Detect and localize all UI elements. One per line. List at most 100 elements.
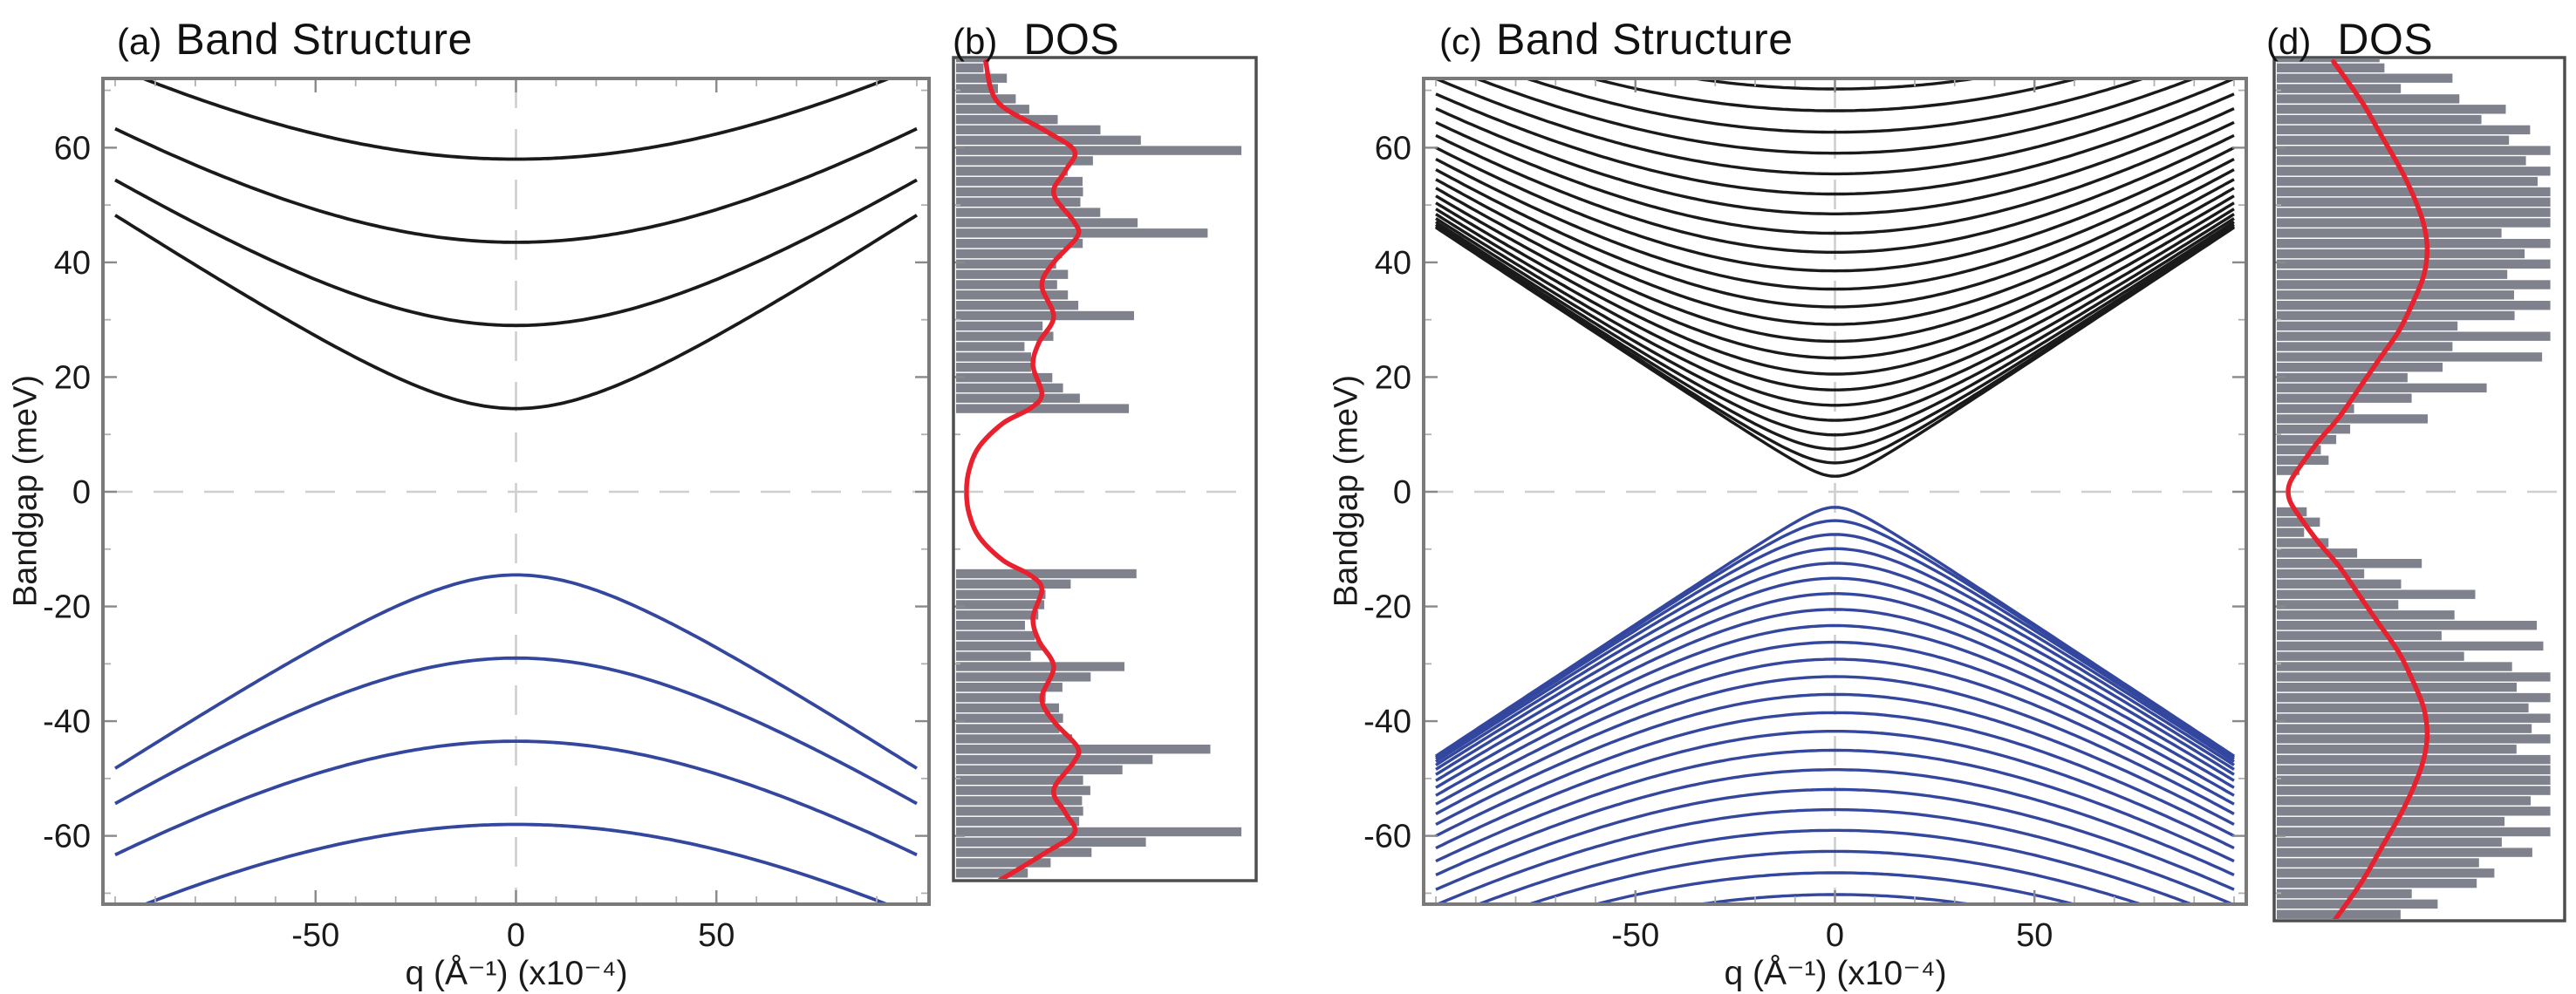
y-tick-label: 40 <box>1375 245 1411 282</box>
valence-band <box>1435 608 2235 782</box>
panel-c-ylabel: Bandgap (meV) <box>1328 374 1365 608</box>
dos-smoothed-curve <box>964 59 1082 879</box>
dos-bar <box>956 146 1242 155</box>
dos-bar <box>2277 775 2551 785</box>
dos-bar <box>2277 248 2525 259</box>
panel-a-bands <box>113 80 919 902</box>
conduction-band <box>1593 80 2077 112</box>
conduction-band <box>1435 80 2235 176</box>
valence-band <box>1435 533 2235 760</box>
dos-bar <box>2277 713 2551 723</box>
conduction-band <box>1435 178 2235 326</box>
conduction-band <box>114 178 918 328</box>
valence-band <box>1479 828 2191 902</box>
panel-a-plot <box>105 80 927 902</box>
dos-bar <box>2277 393 2412 403</box>
dos-bar <box>956 208 1101 217</box>
dos-bar <box>956 610 1039 620</box>
conduction-band <box>1527 80 2143 134</box>
dos-bar <box>956 280 1057 289</box>
dos-bar <box>2277 94 2460 104</box>
valence-band <box>1435 623 2235 789</box>
dos-bar <box>956 807 1083 816</box>
valence-band <box>114 739 918 857</box>
dos-bar <box>2277 600 2399 609</box>
panel-a-label: (a) <box>117 21 162 62</box>
dos-bar <box>956 342 1025 351</box>
conduction-band <box>1435 194 2235 360</box>
dos-bar <box>956 878 994 879</box>
valence-band <box>1529 849 2141 902</box>
dos-bar <box>2277 734 2551 744</box>
valence-band <box>1435 711 2235 838</box>
valence-band <box>1435 657 2235 806</box>
dos-bar <box>2277 837 2502 847</box>
conduction-band <box>1435 221 2235 437</box>
y-tick-label: 0 <box>1393 474 1411 511</box>
dos-bar <box>956 703 1059 713</box>
dos-bar <box>956 84 998 93</box>
conduction-band <box>1476 80 2194 155</box>
dos-bar <box>2277 434 2337 445</box>
conduction-band <box>114 126 918 244</box>
x-tick-label: -50 <box>291 917 339 954</box>
dos-bar <box>2277 827 2551 837</box>
panel-c-plot <box>1425 80 2245 902</box>
conduction-band <box>1435 146 2235 273</box>
dos-bar <box>956 331 1054 341</box>
y-tick-label: -20 <box>43 589 91 626</box>
dos-bar <box>2277 507 2307 517</box>
dos-bar <box>956 259 1056 269</box>
panel-a-tick-labels: -50 0 50 60 40 20 0 -20 -40 -60 <box>43 130 735 954</box>
dos-bar <box>2277 517 2320 527</box>
dos-bar <box>2277 208 2551 217</box>
dos-bar <box>2277 280 2551 289</box>
dos-bar <box>956 734 1072 744</box>
dos-bar <box>956 641 1042 651</box>
dos-bar <box>2277 568 2365 579</box>
conduction-band <box>1435 157 2235 291</box>
valence-band <box>1435 748 2235 863</box>
dos-bar <box>2277 310 2515 321</box>
panel-b-title-text: DOS <box>1023 15 1120 64</box>
dos-bar <box>2277 125 2531 135</box>
conduction-band <box>1435 223 2235 451</box>
dos-bar <box>956 352 1031 362</box>
dos-bar <box>2277 683 2517 692</box>
dos-bar <box>956 197 1081 207</box>
dos-bar <box>956 228 1208 238</box>
valence-band <box>114 656 918 806</box>
conduction-band <box>1435 213 2235 407</box>
dos-bar <box>956 745 1211 754</box>
valence-band <box>1435 547 2235 763</box>
panel-b-title: (b) DOS <box>953 14 1119 65</box>
dos-bar <box>2277 528 2305 537</box>
x-tick-label: 50 <box>698 917 735 954</box>
y-tick-label: 0 <box>72 474 91 511</box>
panel-d-plot <box>2276 59 2563 919</box>
dos-bar <box>956 310 1134 321</box>
y-tick-label: 60 <box>54 130 91 167</box>
dos-bar <box>2277 321 2458 331</box>
dos-bar <box>2277 858 2479 868</box>
dos-bar <box>2277 878 2477 888</box>
panel-c-label: (c) <box>1439 21 1482 62</box>
conduction-band <box>1435 208 2235 391</box>
dos-bar <box>2277 899 2438 909</box>
y-tick-label: 20 <box>54 359 91 396</box>
dos-bar <box>2277 331 2551 341</box>
conduction-band <box>1435 120 2235 235</box>
dos-bar <box>956 713 1063 723</box>
dos-bar <box>2277 363 2443 372</box>
dos-bar <box>2277 579 2402 589</box>
dos-bar <box>2277 703 2529 713</box>
y-tick-label: -60 <box>43 819 91 855</box>
panel-a-xlabel: q (Å⁻¹) (x10⁻⁴) <box>405 955 628 992</box>
panel-c-tick-labels: -50 0 50 60 40 20 0 -20 -40 -60 <box>1363 130 2053 954</box>
dos-bar <box>956 765 1123 775</box>
valence-band <box>113 573 919 770</box>
dos-bar <box>2277 114 2482 125</box>
dos-bar <box>2277 259 2551 269</box>
dos-bar <box>2277 167 2551 176</box>
